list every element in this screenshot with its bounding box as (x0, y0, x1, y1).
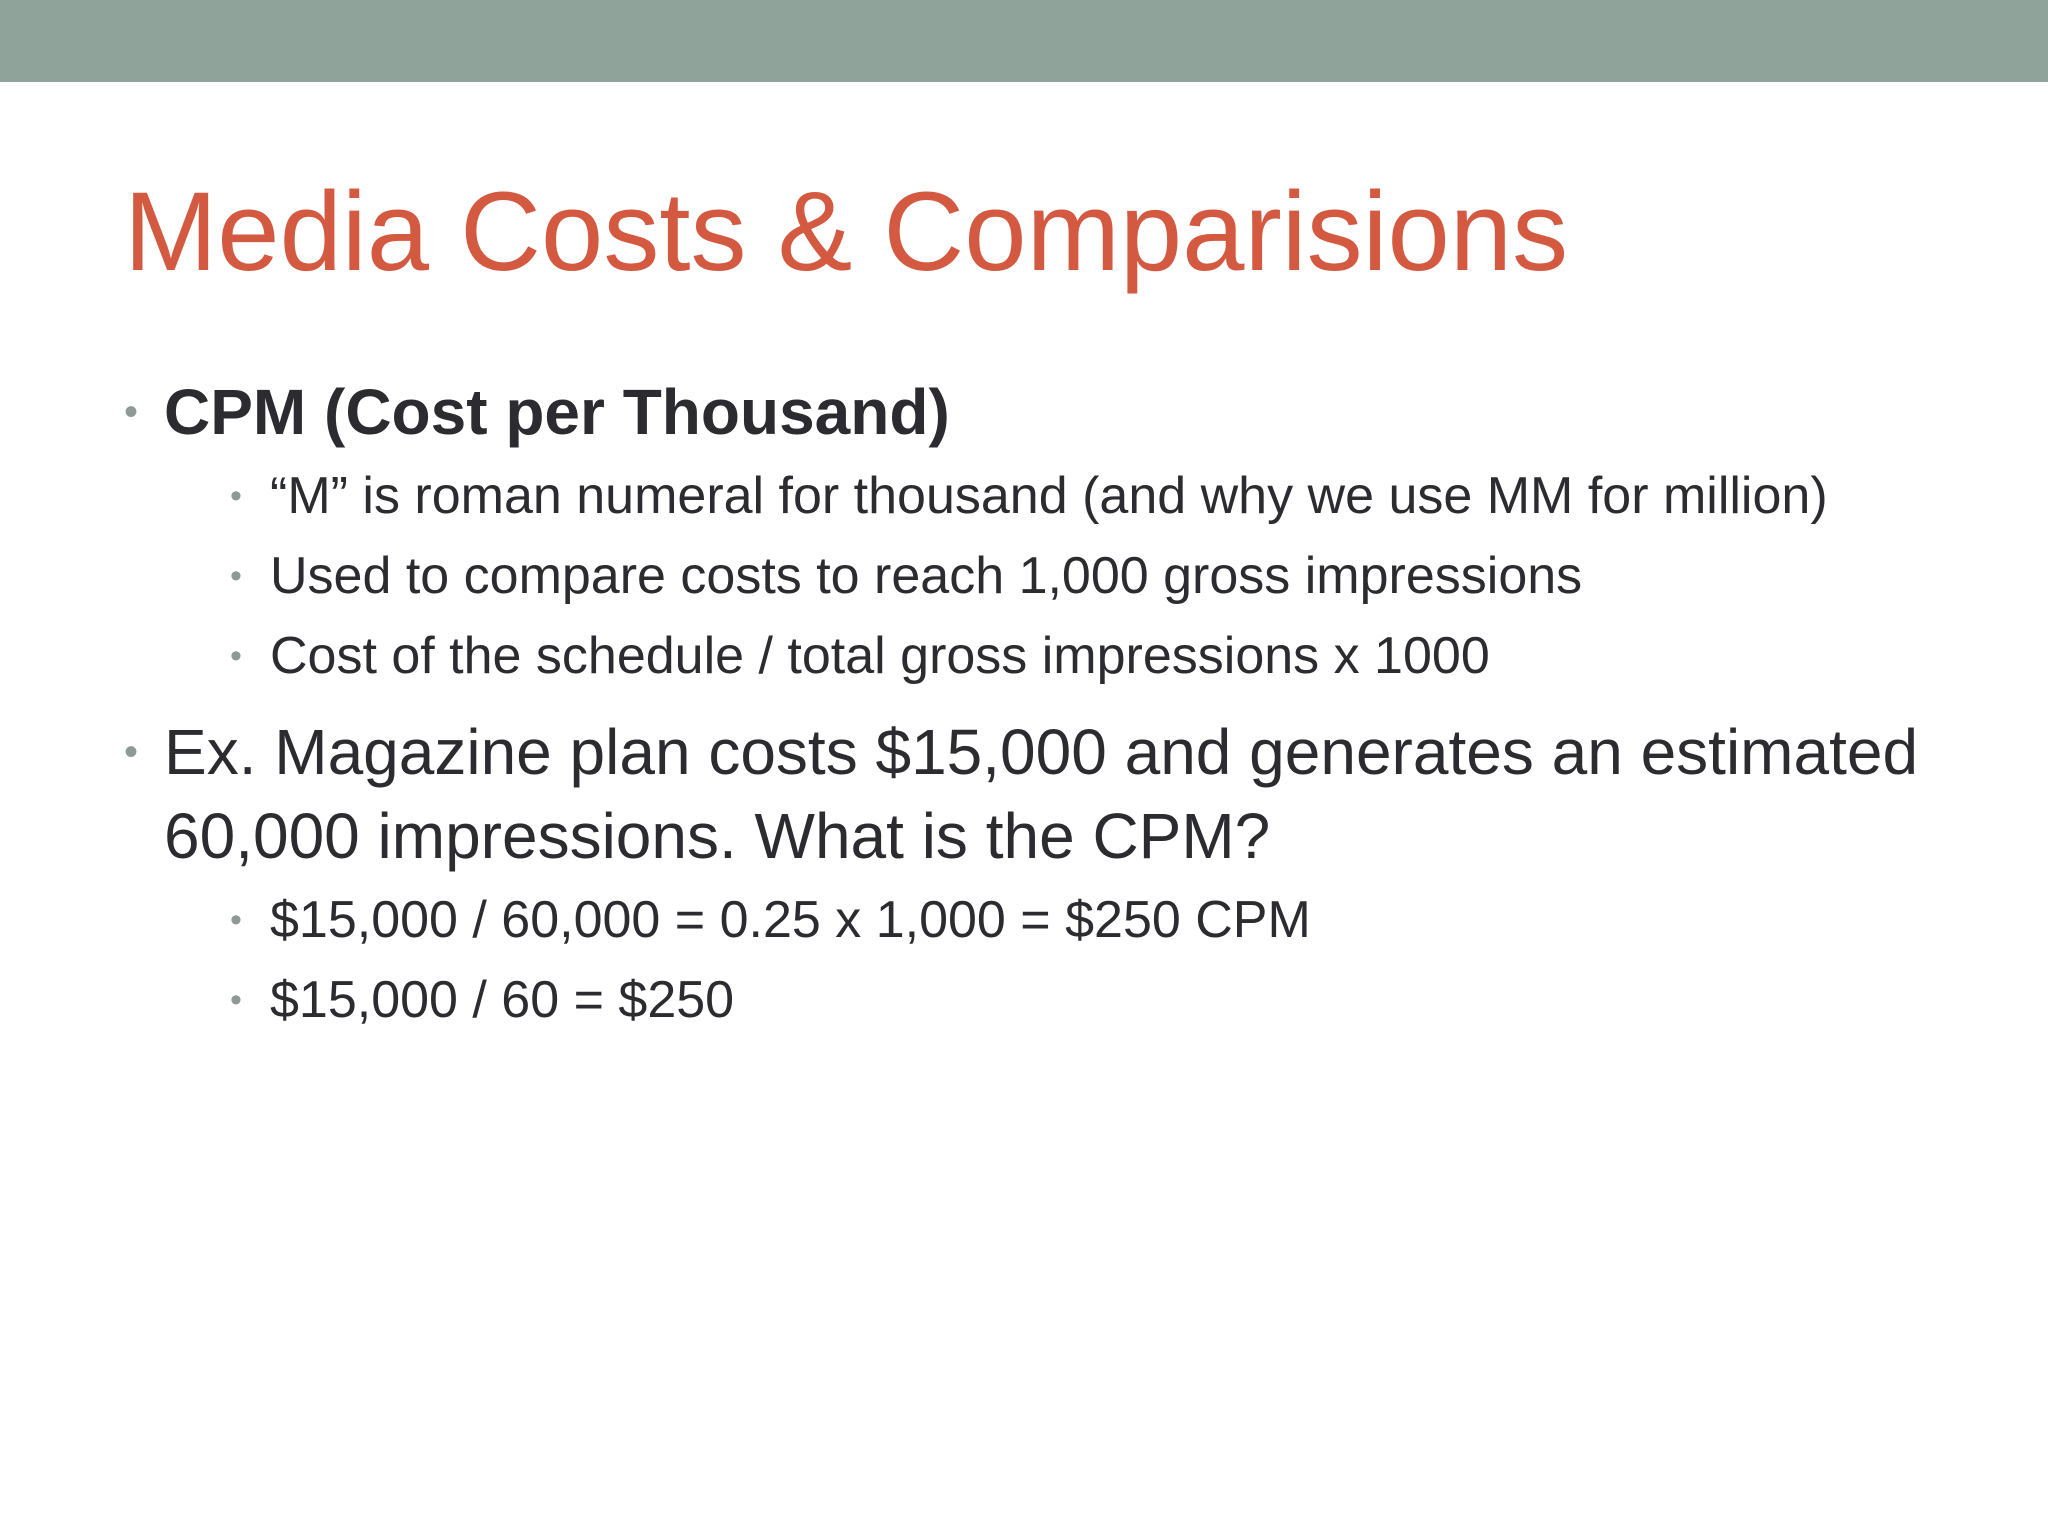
sub-bullet-roman-numeral: • “M” is roman numeral for thousand (and… (164, 462, 1960, 530)
bullet-cpm-text: CPM (Cost per Thousand) (164, 376, 950, 448)
sub-bullet-calculation-2: • $15,000 / 60 = $250 (164, 966, 1960, 1034)
bullet-dot-icon: • (230, 981, 242, 1019)
sub-bullet-text: $15,000 / 60 = $250 (270, 971, 735, 1029)
bullet-dot-icon: • (230, 557, 242, 595)
bullet-cpm: • CPM (Cost per Thousand) • “M” is roman… (120, 370, 1960, 690)
sub-bullet-compare-costs: • Used to compare costs to reach 1,000 g… (164, 542, 1960, 610)
bullet-dot-icon: • (230, 637, 242, 675)
bullet-list: • CPM (Cost per Thousand) • “M” is roman… (120, 370, 1960, 1034)
bullet-dot-icon: • (230, 477, 242, 515)
sub-bullet-calculation-1: • $15,000 / 60,000 = 0.25 x 1,000 = $250… (164, 886, 1960, 954)
bullet-dot-icon: • (124, 390, 139, 434)
top-accent-bar (0, 0, 2048, 82)
sub-bullet-text: Used to compare costs to reach 1,000 gro… (270, 547, 1583, 605)
bullet-example-text: Ex. Magazine plan costs $15,000 and gene… (164, 716, 1919, 872)
sub-bullet-text: Cost of the schedule / total gross impre… (270, 627, 1490, 685)
slide-title: Media Costs & Comparisions (124, 169, 1569, 294)
sub-bullet-text: “M” is roman numeral for thousand (and w… (270, 467, 1828, 525)
slide-body: • CPM (Cost per Thousand) • “M” is roman… (120, 370, 1960, 1054)
sub-bullet-list: • “M” is roman numeral for thousand (and… (164, 462, 1960, 690)
bullet-dot-icon: • (124, 730, 139, 774)
sub-bullet-formula: • Cost of the schedule / total gross imp… (164, 622, 1960, 690)
bullet-example: • Ex. Magazine plan costs $15,000 and ge… (120, 710, 1960, 1034)
sub-bullet-list: • $15,000 / 60,000 = 0.25 x 1,000 = $250… (164, 886, 1960, 1034)
sub-bullet-text: $15,000 / 60,000 = 0.25 x 1,000 = $250 C… (270, 891, 1311, 949)
bullet-dot-icon: • (230, 901, 242, 939)
